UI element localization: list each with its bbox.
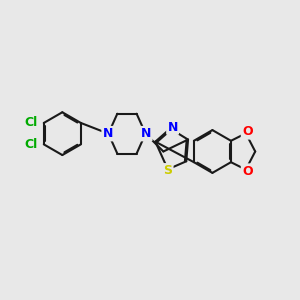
Text: Cl: Cl	[25, 138, 38, 152]
Text: N: N	[103, 127, 113, 140]
Text: N: N	[167, 121, 178, 134]
Text: Cl: Cl	[25, 116, 38, 129]
Text: S: S	[163, 164, 172, 177]
Text: O: O	[242, 165, 253, 178]
Text: O: O	[242, 125, 253, 138]
Text: N: N	[141, 127, 151, 140]
